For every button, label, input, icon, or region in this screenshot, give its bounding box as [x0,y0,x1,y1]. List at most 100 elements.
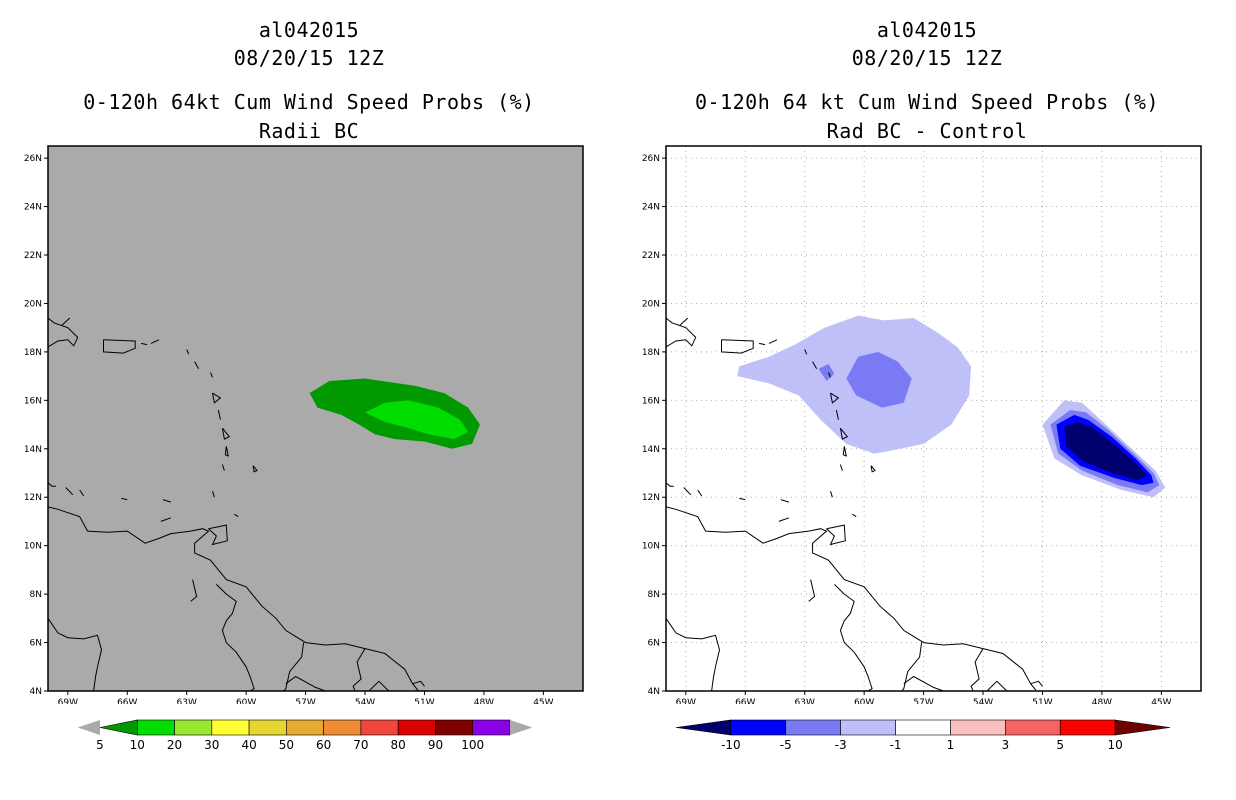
coastline [190,579,198,602]
coastline [780,499,790,503]
colorbar-label: -10 [721,738,741,752]
plot-background [48,146,583,691]
colorbar-swatch [323,719,362,736]
colorbar-swatch [1005,719,1061,736]
y-tick-label: 16N [642,396,660,406]
map-plot: 4N 6N 8N 10N 12N 14N 16N 18N 20N 22N 24N 26N 69W 66W 6… [24,145,584,704]
colorbar-swatch [1114,719,1171,736]
y-tick-label: 20N [642,299,660,309]
colorbar-swatch [174,719,213,736]
coastline [697,489,703,497]
coastline [212,392,222,404]
coastline [970,648,984,691]
colorbar-label: 10 [1107,738,1122,752]
coastline [48,618,103,691]
coastline [61,317,71,326]
colorbar-swatch [286,719,324,736]
coastline [79,489,85,497]
x-tick-label: 63W [177,698,197,704]
plot-border [665,145,1202,692]
coastline [901,642,923,691]
coastline [412,680,425,687]
coastline [210,372,213,378]
coastline [121,497,128,501]
colorbar-swatch [136,719,175,736]
colorbar-end-arrow [510,720,533,735]
x-tick-label: 45W [533,698,553,704]
colorbar-swatch [1059,719,1116,736]
coastline [221,464,225,471]
colorbar-label: 40 [241,738,256,752]
colorbar-swatch [472,719,511,736]
probability-contour [1064,422,1148,481]
x-tick-label: 66W [117,698,137,704]
storm-id-title: al042015 [258,18,360,42]
y-tick-label: 4N [30,687,42,697]
y-tick-label: 12N [24,493,42,503]
coastline [828,372,831,378]
coastline [852,513,857,518]
colorbar-swatch [360,719,399,736]
coastline [666,506,1037,691]
x-tick-label: 45W [1151,698,1171,704]
coastline [778,517,790,522]
chart-subtitle: Radii BC [258,119,360,143]
coastline [739,497,746,501]
colorbar-label: -3 [835,738,847,752]
coastline [212,491,215,498]
coastline [103,339,136,354]
coastline [234,513,239,518]
colorbar-swatch [397,719,436,736]
colorbar-label: 3 [1002,738,1010,752]
colorbar-label: 5 [96,738,104,752]
chart-subtitle: Rad BC - Control [826,119,1028,143]
colorbar-label: -5 [780,738,792,752]
coastline [283,642,305,691]
coastline [830,392,840,404]
x-tick-label: 66W [735,698,755,704]
x-tick-label: 69W [58,698,78,704]
y-tick-label: 6N [30,639,42,649]
y-tick-label: 10N [642,542,660,552]
colorbar-swatch [211,719,250,736]
storm-id-title: al042015 [876,18,978,42]
coastline [208,524,228,546]
coastline [903,675,944,691]
coastline [683,487,692,496]
y-tick-label: 14N [642,445,660,455]
coastline [65,487,74,496]
y-tick-label: 26N [24,154,42,164]
coastline [186,349,190,355]
coastline [150,339,160,344]
x-tick-label: 54W [355,698,375,704]
colorbar-end-arrow [77,720,100,735]
coastline [221,427,231,440]
coastline [830,491,833,498]
coastline [216,584,255,691]
y-tick-label: 20N [24,299,42,309]
map-plot: 4N 6N 8N 10N 12N 14N 16N 18N 20N 22N 24N 26N 69W 66W 6… [642,145,1202,704]
chart-title: 0-120h 64 kt Cum Wind Speed Probs (%) [694,90,1160,114]
x-tick-label: 48W [1092,698,1112,704]
coastline [194,361,200,370]
x-tick-label: 63W [795,698,815,704]
y-tick-label: 6N [648,639,660,649]
coastline [352,648,366,691]
colorbar: 5 10 20 30 40 50 60 70 80 90 100 [77,719,533,752]
plot-border [47,145,584,692]
coastline [839,427,849,440]
coastline [48,506,419,691]
coastline [217,409,221,420]
colorbar-label: -1 [890,738,902,752]
colorbar-swatch [785,719,841,736]
date-title: 08/20/15 12Z [851,46,1003,70]
x-tick-label: 51W [414,698,434,704]
right-panel: al042015 08/20/15 12Z 0-120h 64 kt Cum W… [618,0,1236,800]
coastline [224,446,229,457]
colorbar-label: 60 [316,738,331,752]
y-tick-label: 14N [24,445,42,455]
colorbar-label: 70 [353,738,368,752]
y-tick-label: 26N [642,154,660,164]
left-panel: al042015 08/20/15 12Z 0-120h 64kt Cum Wi… [24,18,584,752]
colorbar-swatch [99,719,138,736]
